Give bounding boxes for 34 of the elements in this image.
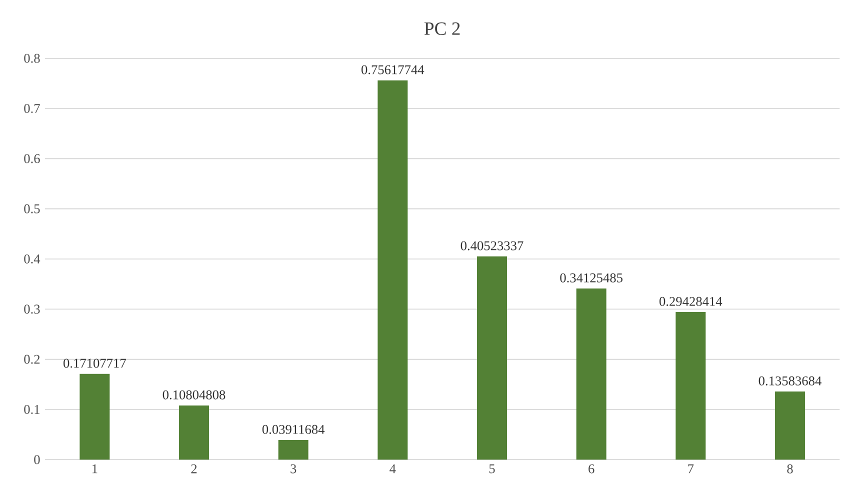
data-label: 0.10804808 (162, 390, 226, 400)
x-tick-label: 1 (92, 464, 98, 474)
x-tick-label: 5 (489, 464, 495, 474)
y-tick-label: 0.4 (24, 254, 40, 264)
x-tick-label: 4 (390, 464, 396, 474)
data-label: 0.29428414 (659, 296, 722, 306)
bar (80, 374, 110, 460)
x-tick-label: 3 (290, 464, 296, 474)
data-label: 0.03911684 (262, 424, 325, 434)
bar (477, 256, 507, 460)
data-label: 0.13583684 (758, 376, 822, 386)
data-label: 0.75617744 (362, 65, 424, 74)
y-tick-label: 0.3 (24, 304, 40, 314)
bar (576, 288, 606, 460)
x-tick-label: 7 (688, 464, 694, 474)
x-tick-label: 6 (588, 464, 594, 474)
x-tick-label: 2 (191, 464, 197, 474)
bar (378, 80, 408, 460)
y-tick-label: 0.2 (24, 354, 40, 364)
y-tick-label: 0.8 (24, 54, 40, 63)
bar (774, 392, 805, 460)
y-tick-label: 0.6 (24, 154, 40, 164)
y-tick-label: 0.1 (24, 404, 40, 414)
chart-title: PC 2 (424, 22, 460, 35)
y-tick-label: 0.7 (24, 104, 40, 114)
bar (179, 405, 210, 460)
data-label: 0.17107717 (64, 358, 126, 368)
data-label: 0.40523337 (460, 241, 524, 250)
x-tick-label: 8 (787, 464, 793, 474)
y-tick-label: 0.5 (24, 204, 40, 214)
y-tick-label: 0 (34, 455, 40, 464)
bar (278, 440, 308, 460)
bar (676, 312, 706, 460)
data-label: 0.34125485 (560, 273, 622, 282)
